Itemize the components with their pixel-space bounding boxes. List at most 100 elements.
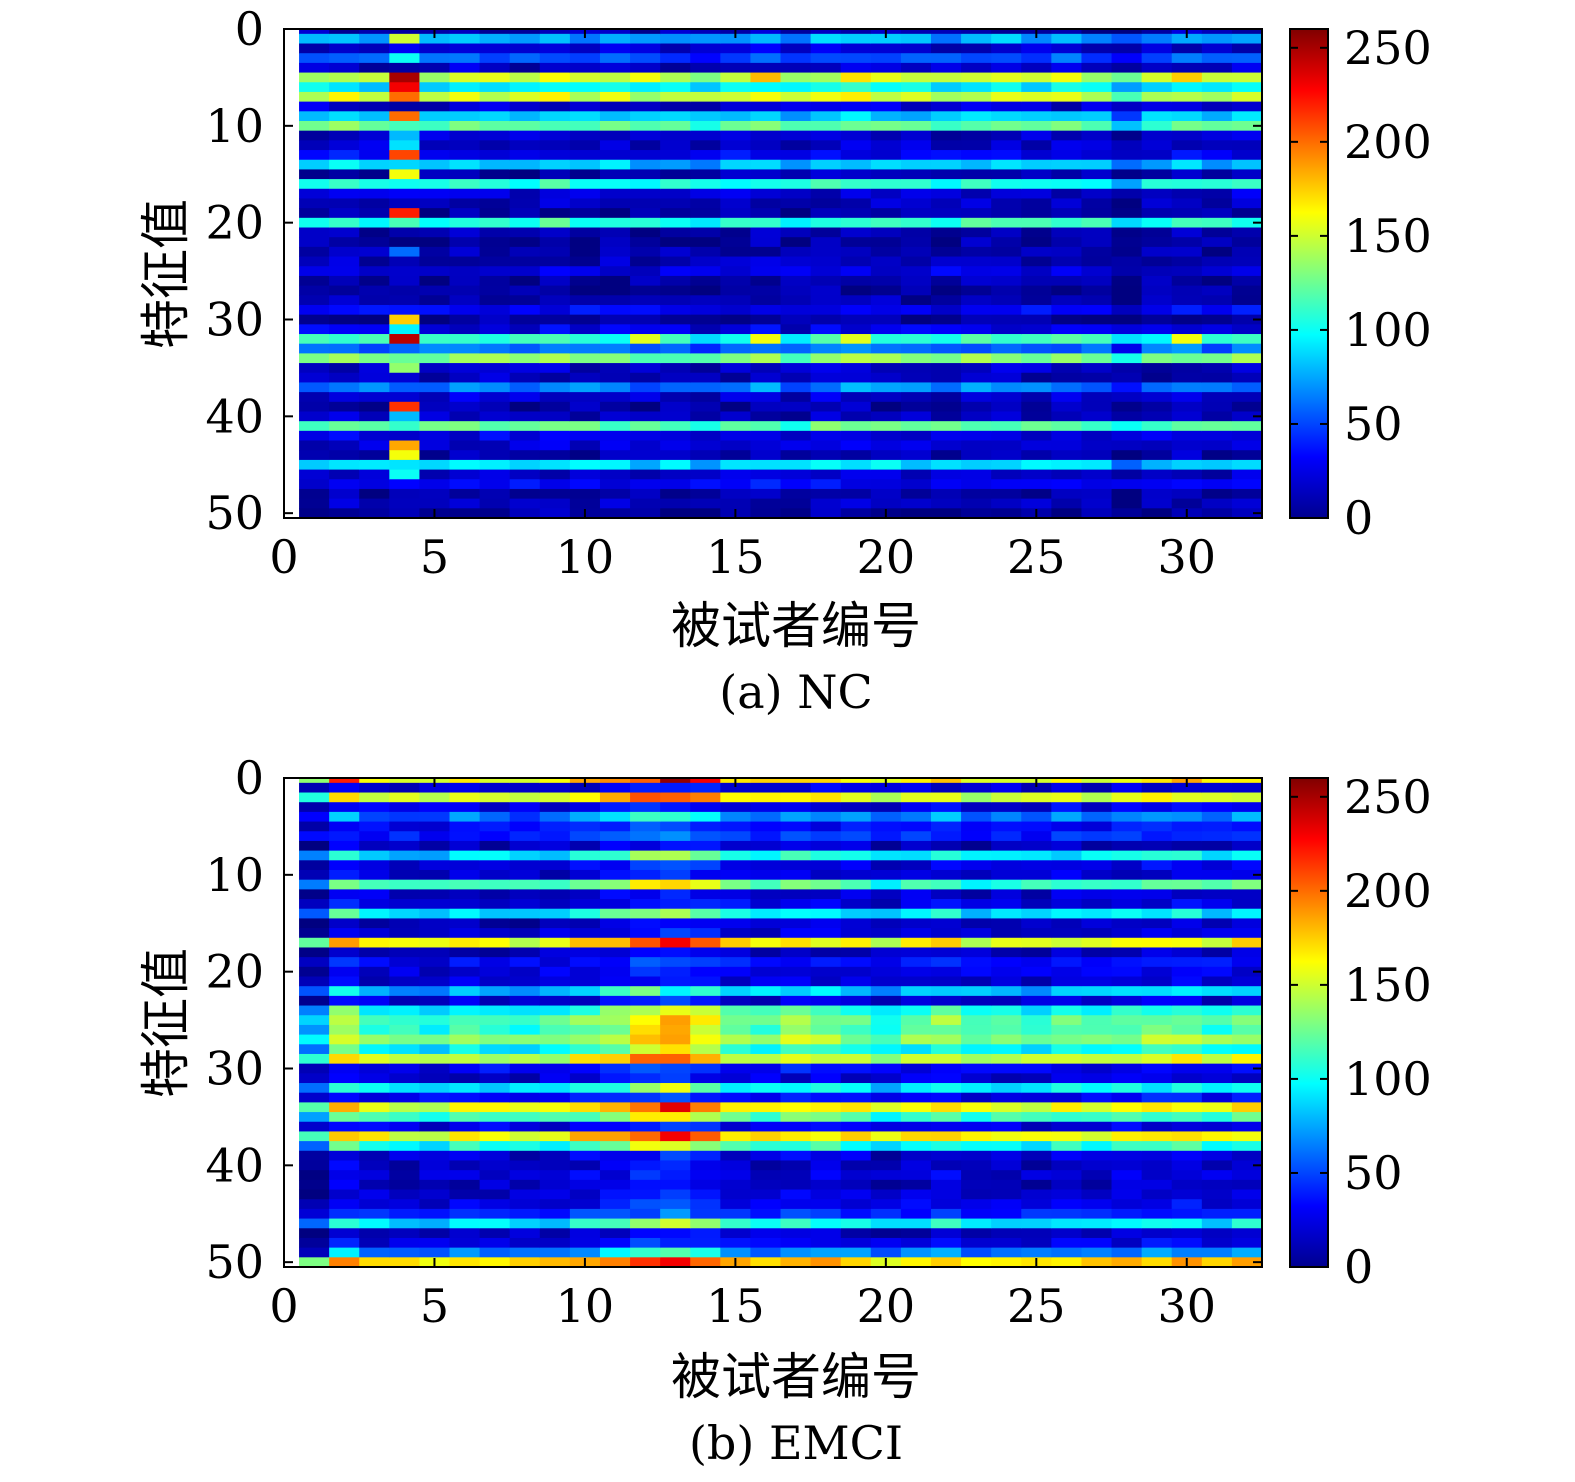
y-tick-label: 40 bbox=[205, 389, 264, 443]
heatmap-cell bbox=[359, 159, 390, 170]
heatmap-cell bbox=[509, 440, 541, 451]
heatmap-cell bbox=[810, 227, 842, 238]
heatmap-cell bbox=[840, 130, 872, 141]
heatmap-cell bbox=[991, 43, 1022, 54]
heatmap-cell bbox=[1081, 29, 1113, 35]
heatmap-cell bbox=[1051, 227, 1083, 238]
heatmap-cell bbox=[329, 29, 360, 35]
heatmap-cell bbox=[509, 188, 541, 200]
heatmap-cell bbox=[1111, 227, 1143, 238]
heatmap-cell bbox=[299, 198, 330, 209]
heatmap-cell bbox=[359, 401, 390, 413]
heatmap-cell bbox=[1201, 246, 1233, 258]
heatmap-cell bbox=[1081, 1199, 1113, 1210]
heatmap-cell bbox=[389, 372, 421, 384]
heatmap-cell bbox=[961, 918, 992, 929]
heatmap-cell bbox=[660, 450, 691, 461]
heatmap-cell bbox=[569, 918, 601, 929]
heatmap-cell bbox=[1051, 469, 1083, 480]
heatmap-cell bbox=[359, 908, 390, 919]
heatmap-cell bbox=[299, 811, 330, 823]
heatmap-cell bbox=[1021, 198, 1052, 209]
heatmap-cell bbox=[599, 314, 631, 325]
heatmap-cell bbox=[569, 1160, 601, 1171]
heatmap-cell bbox=[599, 860, 631, 871]
heatmap-cell bbox=[449, 334, 481, 345]
heatmap-cell bbox=[660, 1247, 691, 1258]
heatmap-cell bbox=[660, 1228, 691, 1239]
heatmap-cell bbox=[419, 72, 451, 83]
heatmap-cell bbox=[1021, 140, 1052, 151]
heatmap-cell bbox=[870, 899, 902, 910]
heatmap-cell bbox=[419, 869, 451, 881]
heatmap-cell bbox=[419, 266, 451, 277]
heatmap-cell bbox=[750, 1141, 782, 1152]
heatmap-cell bbox=[991, 1170, 1022, 1181]
heatmap-cell bbox=[569, 401, 601, 413]
heatmap-cell bbox=[1081, 334, 1113, 345]
heatmap-cell bbox=[1201, 508, 1233, 519]
heatmap-cell bbox=[1051, 130, 1083, 141]
heatmap-cell bbox=[1141, 469, 1173, 480]
heatmap-cell bbox=[660, 275, 691, 287]
heatmap-cell bbox=[1081, 140, 1113, 151]
heatmap-cell bbox=[810, 1218, 842, 1229]
heatmap-cell bbox=[660, 1053, 691, 1065]
heatmap-cell bbox=[329, 860, 360, 871]
heatmap-cell bbox=[720, 1092, 752, 1103]
heatmap-cell bbox=[870, 957, 902, 968]
heatmap-cell bbox=[1201, 879, 1233, 890]
heatmap-cell bbox=[930, 363, 962, 374]
heatmap-cell bbox=[569, 1247, 601, 1258]
heatmap-cell bbox=[389, 498, 421, 509]
heatmap-cell bbox=[840, 792, 872, 803]
heatmap-cell bbox=[810, 889, 842, 900]
heatmap-cell bbox=[660, 101, 691, 112]
heatmap-cell bbox=[690, 275, 721, 287]
heatmap-cell bbox=[389, 811, 421, 823]
heatmap-cell bbox=[479, 947, 511, 958]
heatmap-cell bbox=[539, 995, 571, 1007]
heatmap-cell bbox=[690, 53, 721, 64]
heatmap-cell bbox=[479, 1015, 511, 1026]
heatmap-cell bbox=[449, 869, 481, 881]
heatmap-cell bbox=[569, 82, 601, 93]
heatmap-cell bbox=[660, 966, 691, 978]
heatmap-cell bbox=[991, 850, 1022, 861]
heatmap-cell bbox=[389, 29, 421, 35]
heatmap-cell bbox=[359, 811, 390, 823]
heatmap-cell bbox=[900, 957, 932, 968]
heatmap-cell bbox=[870, 421, 902, 432]
heatmap-cell bbox=[630, 421, 661, 432]
heatmap-cell bbox=[660, 198, 691, 209]
heatmap-cell bbox=[389, 430, 421, 442]
heatmap-cell bbox=[329, 111, 360, 122]
heatmap-cell bbox=[780, 169, 812, 180]
heatmap-cell bbox=[599, 1218, 631, 1229]
heatmap-cell bbox=[1051, 831, 1083, 842]
heatmap-cell bbox=[720, 1189, 752, 1200]
heatmap-cell bbox=[299, 382, 330, 393]
heatmap-cell bbox=[660, 91, 691, 103]
heatmap-cells-emci bbox=[299, 778, 1263, 1268]
heatmap-cell bbox=[1201, 976, 1233, 987]
heatmap-cell bbox=[1021, 382, 1052, 393]
heatmap-cell bbox=[780, 850, 812, 861]
heatmap-cell bbox=[1171, 111, 1203, 122]
heatmap-cell bbox=[690, 937, 721, 949]
heatmap-cell bbox=[1081, 1063, 1113, 1074]
heatmap-cell bbox=[930, 401, 962, 413]
heatmap-cell bbox=[449, 411, 481, 422]
heatmap-cell bbox=[1201, 430, 1233, 442]
heatmap-cell bbox=[991, 1121, 1022, 1133]
heatmap-cell bbox=[900, 411, 932, 422]
heatmap-cell bbox=[389, 778, 421, 784]
heatmap-cell bbox=[299, 821, 330, 832]
heatmap-cell bbox=[840, 1189, 872, 1200]
heatmap-cell bbox=[449, 1228, 481, 1239]
heatmap-cell bbox=[750, 169, 782, 180]
heatmap-cell bbox=[1051, 1141, 1083, 1152]
heatmap-cell bbox=[840, 188, 872, 200]
heatmap-cell bbox=[780, 217, 812, 229]
heatmap-cell bbox=[1111, 802, 1143, 813]
